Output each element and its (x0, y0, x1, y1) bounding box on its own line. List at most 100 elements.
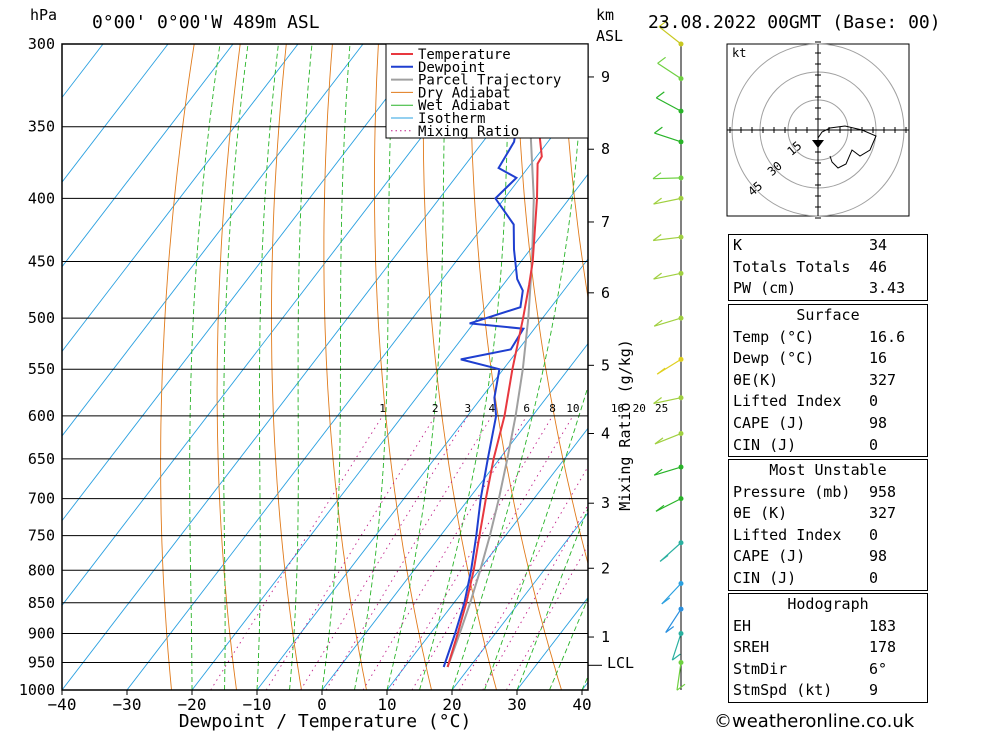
pressure-tick-label: 300 (28, 35, 55, 53)
wind-level-dot (678, 431, 684, 437)
dry-adiabat-line (323, 44, 367, 690)
wind-level-dot (678, 496, 684, 502)
pressure-tick-label: 450 (28, 253, 55, 271)
wind-level-dot (678, 139, 684, 145)
dry-adiabat-line (562, 44, 588, 301)
most-unstable-row: Pressure (mb) 958 (733, 482, 897, 501)
wind-barb-flag (657, 56, 666, 64)
km-tick-label: 7 (601, 213, 610, 231)
mixing-ratio-label: 20 (633, 402, 646, 415)
wind-barb (656, 97, 682, 112)
wind-barb (661, 583, 682, 605)
pressure-tick-label: 350 (28, 118, 55, 136)
indices-table: K 34 Totals Totals 46 PW (cm) 3.43 (728, 234, 928, 301)
mixing-ratio-line (362, 415, 528, 690)
wind-level-dot (678, 630, 684, 636)
legend-entry: Temperature (418, 47, 511, 63)
mixing-ratio-line (325, 415, 493, 690)
pressure-tick-label: 900 (28, 624, 55, 642)
pressure-tick-label: 400 (28, 189, 55, 207)
wet-adiabat-line (354, 44, 395, 690)
x-tick-label: 0 (317, 695, 327, 714)
dewpoint-profile (442, 44, 526, 668)
surface-row: Temp (°C) 16.6 (733, 327, 906, 346)
copyright-link[interactable]: ©weatheronline.co.uk (714, 711, 915, 732)
dry-adiabat-line (271, 44, 302, 690)
surface-row: CAPE (J) 98 (733, 413, 888, 432)
wind-barb (654, 132, 682, 143)
legend-entry: Isotherm (418, 111, 485, 127)
wind-barb (665, 608, 682, 633)
wind-barb-flag (655, 91, 665, 99)
wind-barb-flag (653, 468, 663, 476)
pressure-tick-label: 600 (28, 407, 55, 425)
dry-adiabat-line (977, 44, 1000, 690)
x-tick-label: −20 (178, 695, 207, 714)
wind-barb-flag (659, 554, 669, 562)
surface-title: Surface (796, 306, 860, 324)
pressure-tick-label: 500 (28, 309, 55, 327)
wind-level-dot (678, 464, 684, 470)
wind-level-dot (678, 315, 684, 321)
mixing-ratio-label: 2 (432, 402, 439, 415)
most-unstable-row: CAPE (J) 98 (733, 547, 888, 566)
x-tick-label: −30 (113, 695, 142, 714)
hodograph-table: Hodograph EH 183 SREH 178 StmDir 6° StmSpd … (728, 593, 928, 703)
mixing-ratio-label: 6 (523, 402, 530, 415)
wind-level-dot (678, 76, 684, 82)
surface-row: CIN (J) 0 (733, 435, 879, 454)
lcl-label: LCL (607, 654, 634, 672)
wind-barb-flag (671, 653, 681, 661)
hodograph-unit-label: kt (732, 46, 746, 60)
dry-adiabat-line (216, 44, 241, 690)
wet-adiabat-line (549, 597, 588, 690)
legend-entry: Mixing Ratio (418, 124, 519, 140)
wind-level-dot (678, 108, 684, 114)
surface-table: Surface Temp (°C) 16.6 Dewp (°C) 16 θE(K) 3… (728, 304, 928, 458)
wind-barb-flag (653, 197, 662, 205)
wind-barb-flag (665, 626, 675, 633)
wind-barb (657, 62, 682, 80)
wind-barb (652, 177, 682, 180)
wind-barb-flag (653, 319, 663, 327)
legend-entry: Dry Adiabat (418, 85, 511, 101)
wet-adiabat-line (419, 44, 510, 690)
mixing-ratio-label: 4 (488, 402, 495, 415)
dry-adiabat-line (373, 44, 432, 690)
wind-barb (655, 498, 682, 512)
temperature-profile (446, 44, 543, 668)
most-unstable-row: CIN (J) 0 (733, 568, 879, 587)
wind-barb (654, 432, 682, 445)
pressure-tick-label: 700 (28, 490, 55, 508)
wet-adiabat-line (256, 44, 279, 690)
legend-entry: Wet Adiabat (418, 98, 511, 114)
mixing-ratio-axis-label: Mixing Ratio (g/kg) (616, 339, 634, 511)
most-unstable-row: Lifted Index 0 (733, 525, 879, 544)
wind-barbs (652, 20, 686, 691)
km-tick-label: 9 (601, 68, 610, 86)
hodograph-row: StmDir 6° (733, 659, 888, 678)
isotherm-line (321, 342, 588, 690)
mixing-ratio-label: 16 (611, 402, 624, 415)
wind-barb-flag (653, 397, 662, 404)
wind-barb (654, 466, 682, 476)
wind-level-dot (678, 606, 684, 612)
surface-row: θE(K) 327 (733, 370, 897, 389)
mixing-ratio-label: 1 (379, 402, 386, 415)
legend-entry: Dewpoint (418, 60, 485, 76)
surface-row: Lifted Index 0 (733, 392, 879, 411)
isotherm-line (62, 44, 299, 353)
x-tick-label: −40 (48, 695, 77, 714)
legend-box (385, 43, 589, 139)
km-tick-label: 1 (601, 628, 610, 646)
wet-adiabat-line (189, 44, 221, 690)
mixing-ratio-label: 8 (549, 402, 556, 415)
wind-level-dot (678, 195, 684, 201)
wind-barb (654, 317, 682, 327)
x-tick-label: −10 (243, 695, 272, 714)
wind-barb-flag (652, 234, 662, 241)
pressure-tick-label: 1000 (19, 681, 55, 699)
location-title: 0°00' 0°00'W 489m ASL (92, 12, 320, 33)
dry-adiabat-line (160, 44, 195, 690)
